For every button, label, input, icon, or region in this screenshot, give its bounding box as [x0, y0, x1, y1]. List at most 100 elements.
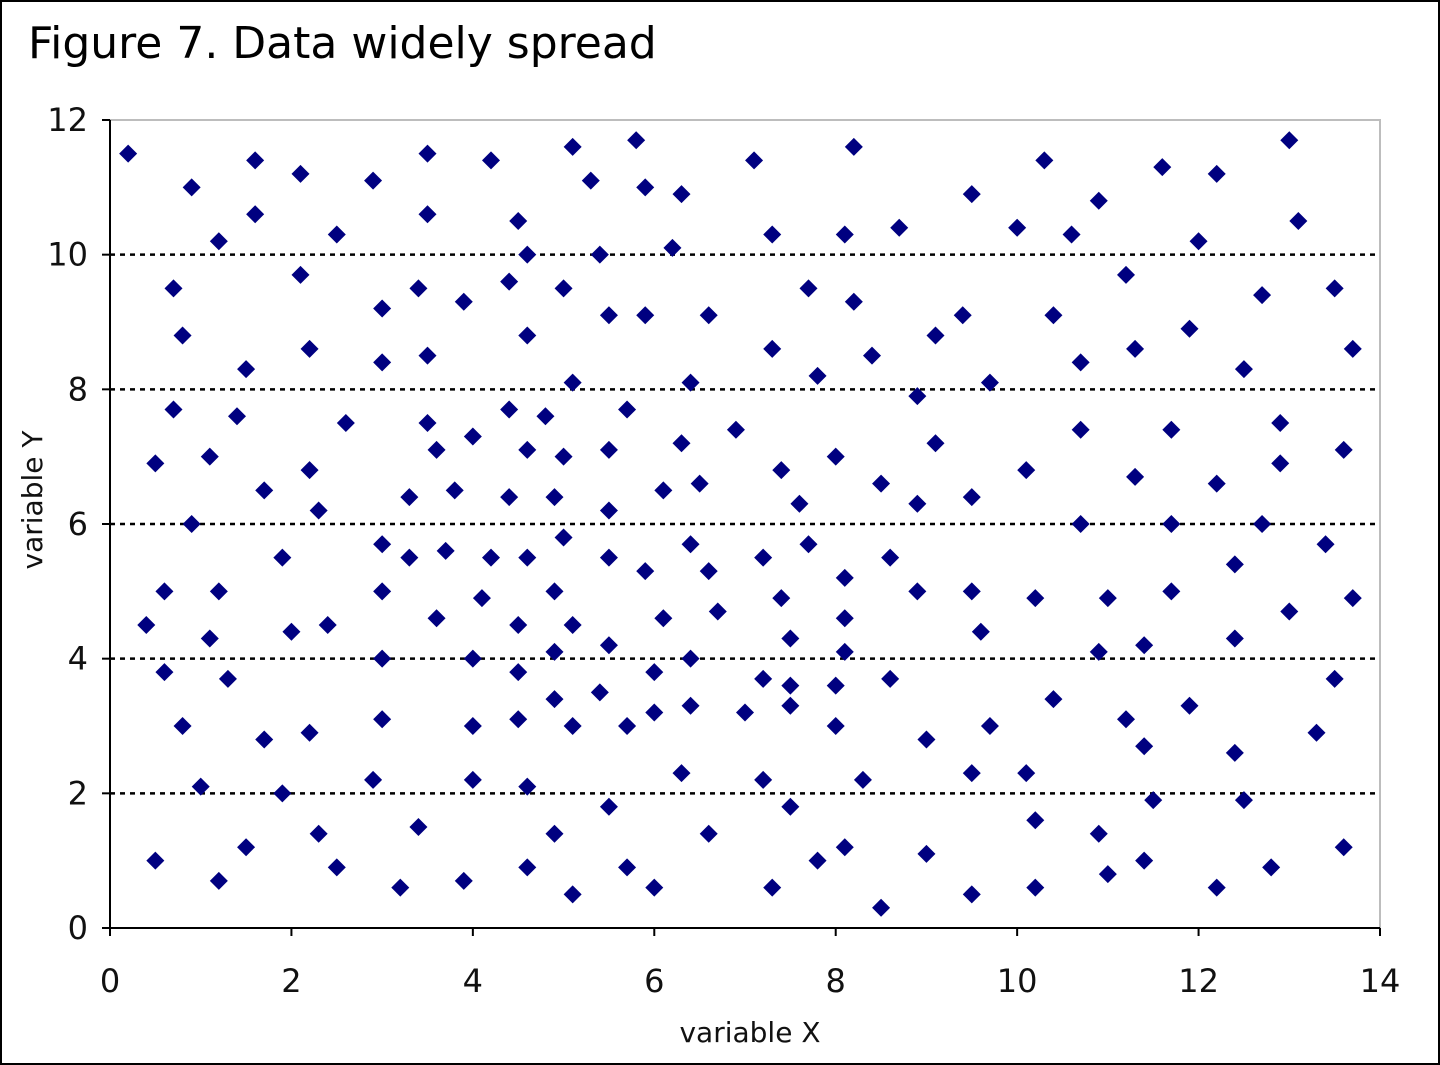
data-point [763, 878, 782, 897]
data-point [853, 770, 872, 789]
data-point [1225, 555, 1244, 574]
data-point [518, 440, 537, 459]
data-point [881, 548, 900, 567]
data-point [518, 326, 537, 345]
data-point [482, 151, 500, 170]
data-point [518, 858, 537, 877]
data-point [971, 622, 990, 641]
data-point [835, 568, 854, 587]
data-point [844, 292, 863, 311]
data-point [309, 824, 328, 843]
data-point [418, 144, 437, 163]
data-point [781, 676, 800, 695]
data-point [908, 582, 927, 601]
data-point [373, 710, 392, 729]
data-point [554, 279, 573, 298]
data-point [500, 400, 519, 419]
data-point [545, 582, 564, 601]
data-point [137, 616, 156, 634]
data-point [645, 878, 664, 897]
data-point [1126, 339, 1145, 358]
data-point [1225, 743, 1244, 762]
data-point [1162, 582, 1181, 601]
data-point [636, 178, 655, 197]
data-point [1162, 420, 1181, 439]
data-point [273, 548, 292, 567]
data-point [463, 427, 482, 446]
data-point [1207, 474, 1226, 493]
data-point [200, 447, 219, 466]
data-point [545, 642, 564, 661]
data-point [373, 582, 392, 601]
data-point [146, 454, 165, 473]
data-point [908, 387, 927, 406]
data-point [418, 205, 437, 224]
data-point [654, 609, 673, 628]
y-tick-label: 0 [68, 909, 88, 947]
x-tick-label: 12 [1178, 962, 1219, 1000]
data-point [799, 279, 818, 298]
data-point [835, 642, 854, 661]
data-point [890, 218, 909, 237]
x-tick-label: 14 [1360, 962, 1401, 1000]
data-point [1325, 669, 1344, 688]
data-point [1135, 851, 1154, 870]
data-point [373, 535, 392, 554]
x-tick-label: 8 [826, 962, 846, 1000]
data-point [364, 770, 383, 789]
data-point [599, 797, 618, 816]
data-point [173, 717, 192, 735]
y-axis-ticks: 0 2 4 6 8 10 12 [47, 101, 110, 947]
data-point [962, 582, 981, 601]
data-point [518, 245, 537, 264]
data-point [1189, 232, 1208, 251]
data-point [699, 306, 718, 325]
data-point [463, 649, 482, 668]
data-point [509, 212, 528, 230]
data-point [509, 616, 528, 634]
data-point [164, 279, 183, 298]
data-point [1008, 218, 1027, 237]
data-point [327, 225, 346, 244]
data-point [1062, 225, 1081, 244]
data-point [1026, 589, 1045, 608]
data-point [1207, 878, 1226, 897]
data-point [1071, 420, 1090, 439]
data-point [835, 838, 854, 857]
data-point [1044, 690, 1063, 709]
data-point [409, 279, 428, 298]
data-point [590, 683, 609, 702]
data-point [654, 481, 673, 500]
data-point [1089, 642, 1108, 661]
data-point [826, 447, 845, 466]
data-points [119, 131, 1362, 917]
data-point [1017, 461, 1036, 480]
data-point [400, 548, 419, 567]
data-point [445, 481, 464, 500]
data-point [300, 461, 319, 480]
data-point [962, 885, 981, 904]
data-point [255, 730, 274, 749]
data-point [863, 346, 881, 365]
data-point [500, 272, 519, 291]
data-point [1044, 306, 1063, 325]
data-point [246, 205, 265, 224]
data-point [917, 730, 936, 749]
data-point [1343, 589, 1362, 608]
data-point [563, 717, 582, 735]
data-point [463, 770, 482, 789]
data-point [672, 434, 691, 453]
data-point [209, 871, 228, 890]
gridlines [110, 253, 1380, 795]
data-point [1035, 151, 1054, 170]
data-point [690, 474, 709, 493]
data-point [636, 306, 655, 325]
data-point [962, 488, 981, 507]
data-point [255, 481, 274, 500]
data-point [926, 326, 945, 345]
data-point [618, 717, 637, 735]
x-tick-label: 4 [463, 962, 483, 1000]
data-point [1180, 696, 1199, 715]
data-point [563, 373, 582, 392]
data-point [980, 717, 999, 735]
